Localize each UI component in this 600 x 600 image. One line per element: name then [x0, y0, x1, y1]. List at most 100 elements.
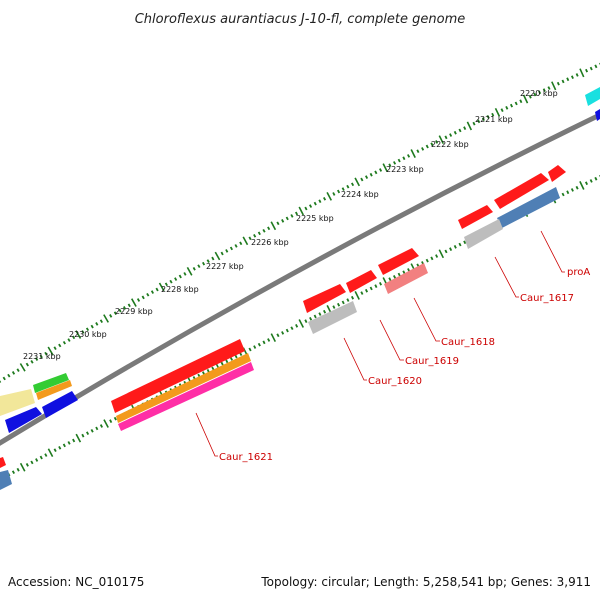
inner-ruler-minor-tick: [369, 286, 373, 291]
outer-ruler-minor-tick: [313, 201, 317, 206]
outer-ruler-minor-tick: [220, 251, 224, 256]
outer-ruler-minor-tick: [444, 135, 448, 140]
cds-red-feature: [378, 248, 419, 275]
inner-ruler-major-tick: [354, 291, 360, 300]
outer-ruler-minor-tick: [262, 228, 266, 233]
outer-ruler-minor-tick: [402, 156, 406, 161]
outer-ruler-minor-tick: [585, 68, 589, 73]
outer-ruler-major-tick: [242, 236, 249, 246]
outer-ruler-minor-tick: [95, 322, 99, 326]
inner-ruler-minor-tick: [463, 240, 467, 245]
leader-line-caur-1621: [195, 412, 218, 457]
outer-ruler-minor-tick: [123, 306, 127, 310]
outer-ruler-minor-tick: [174, 277, 178, 281]
inner-ruler-minor-tick: [402, 270, 406, 275]
outer-ruler-minor-tick: [202, 261, 206, 266]
outer-ruler-minor-tick: [109, 314, 113, 318]
inner-ruler-minor-tick: [323, 309, 327, 314]
outer-ruler-minor-tick: [393, 161, 397, 165]
inner-ruler-minor-tick: [575, 185, 579, 190]
leader-line-caur-1619: [379, 319, 404, 361]
gene-label-caur-1618: Caur_1618: [441, 337, 495, 348]
outer-ruler-minor-tick: [449, 133, 453, 137]
inner-ruler-minor-tick: [589, 179, 593, 183]
outer-ruler-major-tick: [19, 363, 26, 372]
inner-ruler-minor-tick: [332, 305, 336, 309]
ruler-labels: 2220 kbp 2221 kbp 2222 kbp 2223 kbp 2224…: [23, 89, 558, 361]
outer-ruler-minor-tick: [141, 295, 145, 300]
inner-ruler-minor-tick: [44, 453, 48, 457]
outer-ruler-minor-tick: [295, 211, 299, 216]
outer-ruler-minor-tick: [2, 376, 6, 381]
inner-ruler-minor-tick: [309, 316, 313, 321]
inner-ruler-minor-tick: [453, 245, 457, 249]
outer-ruler-minor-tick: [281, 218, 285, 223]
inner-ruler-minor-tick: [364, 288, 369, 293]
outer-ruler-minor-tick: [388, 163, 392, 168]
outer-ruler-major-tick: [354, 177, 361, 187]
inner-ruler-major-tick: [103, 419, 109, 428]
outer-ruler-minor-tick: [62, 340, 66, 345]
inner-ruler-major-tick: [19, 462, 26, 472]
inner-ruler-minor-tick: [561, 192, 565, 197]
cds-red-feature: [111, 339, 245, 413]
outer-ruler-minor-tick: [341, 187, 345, 191]
outer-ruler-minor-tick: [113, 311, 117, 316]
outer-ruler-minor-tick: [538, 90, 542, 95]
outer-ruler-minor-tick: [146, 292, 150, 297]
inner-ruler-minor-tick: [39, 455, 43, 460]
inner-ruler-minor-tick: [285, 328, 289, 333]
inner-ruler-minor-tick: [11, 470, 15, 475]
outer-ruler-minor-tick: [435, 140, 439, 144]
outer-ruler-minor-tick: [430, 142, 434, 147]
outer-ruler-minor-tick: [346, 184, 350, 189]
outer-ruler-minor-tick: [379, 168, 383, 172]
outer-ruler-minor-tick: [304, 206, 308, 211]
inner-ruler-minor-tick: [458, 242, 462, 247]
outer-ruler-minor-tick: [500, 108, 504, 112]
outer-ruler-major-tick: [494, 107, 501, 117]
inner-ruler-minor-tick: [360, 291, 364, 295]
outer-ruler-minor-tick: [248, 236, 252, 241]
outer-ruler-minor-tick: [118, 308, 122, 313]
inner-ruler-minor-tick: [16, 467, 20, 472]
outer-ruler-minor-tick: [127, 303, 131, 308]
ruler-label-2220: 2220 kbp: [520, 89, 558, 98]
inner-ruler-minor-tick: [304, 319, 308, 323]
outer-ruler-minor-tick: [169, 279, 173, 284]
ruler-label-2221: 2221 kbp: [475, 115, 513, 124]
inner-ruler-minor-tick: [444, 249, 448, 254]
accession-text: Accession: NC_010175: [8, 575, 144, 589]
gene-label-proA: proA: [567, 267, 590, 278]
inner-ruler-minor-tick: [290, 326, 294, 331]
outer-ruler-minor-tick: [374, 170, 378, 175]
outer-ruler-major-tick: [103, 314, 109, 323]
outer-ruler-minor-tick: [509, 103, 514, 108]
outer-ruler-minor-tick: [211, 256, 215, 261]
leader-line-caur-1617: [494, 256, 519, 298]
inner-ruler-minor-tick: [262, 340, 266, 345]
cds-red-feature: [303, 284, 346, 313]
outer-ruler-minor-tick: [463, 126, 467, 130]
outer-ruler-minor-tick: [99, 319, 103, 324]
outer-ruler-minor-tick: [594, 64, 598, 69]
outer-ruler-minor-tick: [7, 373, 11, 378]
cds-red-feature: [0, 457, 6, 468]
inner-ruler-minor-tick: [90, 428, 94, 433]
inner-ruler-minor-tick: [67, 441, 71, 445]
cds-steel-feature: [0, 470, 12, 490]
inner-ruler-minor-tick: [257, 342, 261, 347]
ruler-label-2222: 2222 kbp: [431, 140, 469, 149]
outer-ruler-minor-tick: [178, 274, 182, 279]
cds-gray-feature: [464, 219, 503, 249]
leader-line-proA: [540, 230, 565, 273]
ruler-label-2228: 2228 kbp: [161, 285, 199, 294]
ruler-label-2227: 2227 kbp: [206, 262, 244, 271]
outer-ruler-minor-tick: [575, 73, 579, 77]
inner-ruler-major-tick: [579, 181, 585, 190]
inner-ruler-major-tick: [270, 333, 277, 342]
outer-ruler-minor-tick: [351, 182, 355, 187]
outer-ruler-track: [0, 62, 600, 383]
cds-gray-feature: [308, 301, 357, 334]
